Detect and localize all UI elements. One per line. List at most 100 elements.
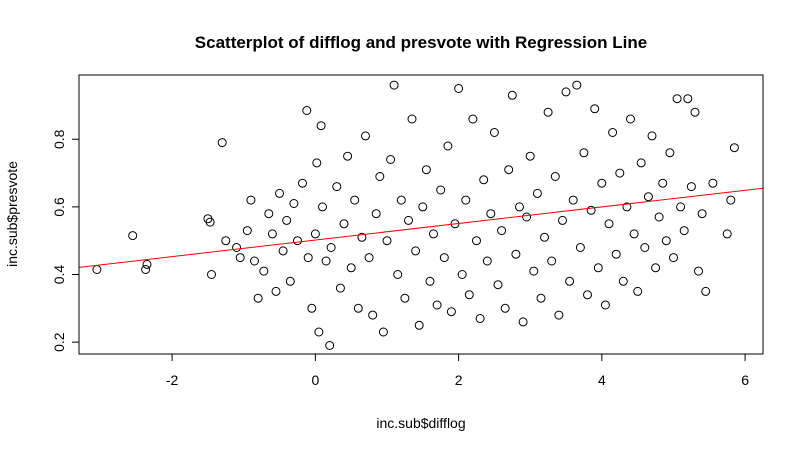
data-point [312, 158, 322, 168]
x-axis: -2 0 2 4 6 [166, 353, 749, 388]
data-point [457, 270, 467, 279]
data-point [289, 199, 299, 208]
data-point [464, 290, 474, 300]
data-point [128, 231, 138, 241]
data-point [414, 320, 424, 330]
data-point [701, 286, 711, 296]
data-point [579, 148, 589, 158]
data-point [554, 310, 564, 320]
data-point [404, 215, 413, 225]
data-point [708, 178, 718, 188]
data-point [636, 158, 646, 168]
data-point [504, 165, 514, 175]
data-point [285, 276, 295, 286]
data-point [332, 182, 342, 192]
x-tick-label: 4 [598, 372, 606, 388]
data-point [278, 246, 288, 256]
data-point [683, 94, 693, 104]
chart-title: Scatterplot of difflog and presvote with… [195, 33, 647, 52]
data-point [597, 178, 607, 188]
data-point [611, 249, 621, 259]
data-point [615, 168, 625, 178]
data-point [529, 266, 539, 276]
data-point [482, 256, 492, 266]
data-point [418, 202, 428, 212]
data-point [307, 303, 317, 313]
data-point [729, 143, 739, 153]
data-point [275, 188, 284, 198]
data-point [350, 195, 360, 205]
data-point [507, 90, 517, 100]
data-point [493, 280, 503, 290]
data-point [489, 128, 499, 137]
data-point [353, 303, 363, 313]
data-point [672, 94, 682, 104]
data-point [468, 114, 478, 124]
data-point [253, 293, 263, 303]
data-point [429, 229, 438, 239]
x-tick-label: 6 [741, 372, 749, 388]
data-point [142, 259, 152, 269]
data-point [722, 229, 732, 239]
data-point [386, 155, 396, 164]
y-axis-label: inc.sub$presvote [4, 161, 20, 267]
data-point [303, 253, 313, 263]
data-point [651, 263, 661, 273]
data-point [393, 270, 403, 279]
data-point [343, 151, 353, 161]
data-point [600, 300, 610, 310]
data-point [511, 249, 521, 259]
data-point [568, 195, 578, 205]
data-point [232, 243, 242, 252]
y-tick-label: 0.4 [51, 265, 67, 285]
plot-frame [78, 74, 764, 355]
data-point [364, 253, 374, 263]
data-point [314, 327, 324, 337]
data-point [558, 215, 567, 225]
data-point [669, 253, 678, 263]
data-point [475, 314, 485, 323]
data-point [400, 293, 410, 303]
data-point [575, 243, 585, 252]
data-point [267, 229, 277, 239]
data-point [439, 253, 449, 263]
data-point [346, 263, 356, 273]
y-tick-label: 0.6 [51, 197, 67, 217]
data-point [246, 195, 256, 205]
data-point [543, 107, 553, 117]
data-point [547, 256, 557, 266]
data-point [593, 263, 603, 273]
data-point [389, 80, 399, 90]
data-point [259, 266, 269, 276]
data-point [461, 195, 471, 205]
y-axis: 0.2 0.4 0.6 0.8 [51, 129, 80, 352]
data-point [371, 209, 381, 219]
data-point [500, 303, 510, 313]
data-point [525, 151, 535, 161]
data-point [515, 202, 524, 212]
data-point [536, 293, 546, 303]
data-point [432, 300, 442, 310]
data-point [250, 256, 259, 266]
data-point [486, 209, 496, 219]
data-point [690, 107, 700, 117]
data-point [396, 195, 406, 205]
data-point [643, 192, 653, 202]
points-layer [92, 80, 739, 350]
data-point [335, 283, 345, 293]
data-point [242, 226, 252, 236]
data-point [561, 87, 571, 97]
data-point [235, 253, 245, 263]
data-point [658, 178, 668, 188]
data-point [310, 229, 320, 239]
data-point [357, 232, 367, 242]
data-point [629, 229, 639, 239]
data-point [518, 317, 528, 327]
data-point [479, 175, 489, 185]
data-point [298, 178, 307, 188]
x-tick-label: -2 [166, 372, 179, 388]
data-point [694, 266, 703, 276]
data-point [618, 276, 628, 286]
data-point [654, 212, 664, 222]
